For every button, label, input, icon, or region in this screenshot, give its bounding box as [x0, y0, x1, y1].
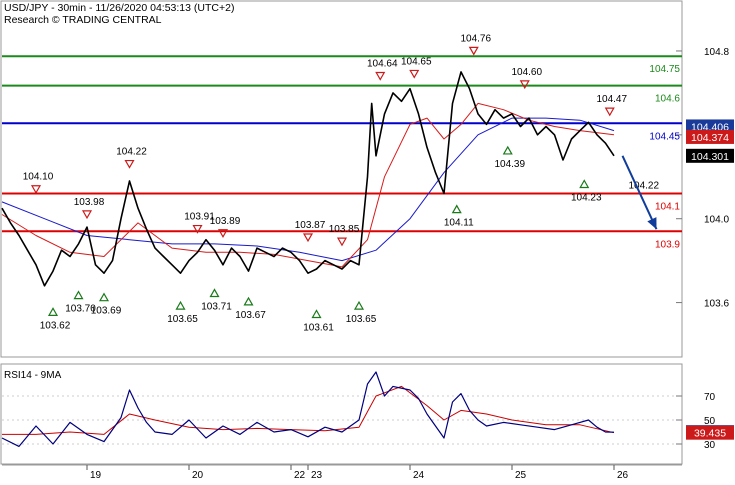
level-label: 104.75	[649, 64, 680, 75]
resistance-label: 104.22	[116, 147, 147, 158]
support-label: 104.39	[494, 159, 525, 170]
support-marker	[353, 300, 365, 310]
support-marker	[209, 288, 220, 298]
rsi-ytick-label: 70	[704, 392, 716, 403]
support-label: 103.62	[40, 320, 71, 331]
rsi-yaxis: 70 50 30	[676, 392, 716, 451]
rsi-line	[1, 371, 615, 447]
resistance-label: 104.47	[596, 94, 627, 105]
support-marker	[175, 300, 186, 310]
resistance-marker	[468, 46, 479, 56]
resistance-label: 104.64	[367, 59, 398, 70]
level-label: 104.6	[655, 94, 680, 105]
price-ytick-label: 103.6	[704, 299, 729, 310]
rsi-badge: 39.435	[694, 428, 726, 440]
support-marker	[502, 145, 513, 155]
support-marker	[243, 296, 254, 306]
price-ytick-label: 104.0	[704, 215, 729, 226]
resistance-marker	[217, 229, 229, 238]
support-label: 103.61	[303, 322, 334, 333]
resistance-label: 104.76	[460, 33, 491, 44]
source-label: Research © TRADING CENTRAL	[4, 14, 162, 26]
resistance-marker	[302, 233, 314, 243]
resistance-label: 103.89	[210, 216, 241, 227]
projection-label: 104.22	[628, 181, 659, 192]
support-label: 103.67	[235, 310, 266, 321]
resistance-label: 103.98	[74, 197, 105, 208]
resistance-marker	[519, 80, 530, 90]
x-tick-label: 24	[413, 470, 425, 480]
rsi-ytick-label: 50	[704, 416, 716, 427]
levels	[2, 55, 682, 233]
x-tick-label: 22	[294, 470, 306, 480]
support-marker	[579, 179, 590, 189]
resistance-marker	[81, 210, 93, 220]
support-marker	[47, 307, 59, 316]
resistance-label: 103.85	[329, 224, 360, 235]
rsi-panel: 70 50 30 39.873639.435 RSI14 - 9MA	[0, 363, 734, 465]
resistance-marker	[604, 107, 615, 117]
rsi-ygrid	[2, 395, 682, 445]
x-tick-label: 23	[311, 470, 323, 480]
resistance-marker	[375, 71, 386, 81]
support-marker	[98, 292, 110, 302]
level-label: 104.45	[649, 131, 680, 142]
x-tick-label: 26	[617, 470, 629, 480]
price-plot-frame	[0, 0, 683, 358]
price-ytick-label: 104.8	[704, 47, 729, 58]
projection	[621, 155, 658, 230]
x-tick-label: 20	[192, 470, 204, 480]
support-label: 103.69	[91, 306, 122, 317]
resistance-marker	[30, 185, 42, 194]
support-marker	[311, 309, 322, 319]
x-tick-label: 19	[90, 470, 102, 480]
projection-arrow-shaft	[621, 155, 658, 230]
rsi-lines	[1, 371, 615, 447]
resistance-marker	[409, 69, 420, 79]
support-marker	[451, 204, 462, 214]
x-axis: 19 20 22 23 24 25 26	[2, 464, 682, 481]
resistance-marker	[124, 159, 135, 169]
price-series-line	[1, 71, 615, 287]
rsi-title: RSI14 - 9MA	[4, 370, 62, 381]
price-badge-box	[686, 129, 734, 144]
resistance-label: 104.65	[401, 56, 432, 67]
support-label: 103.70	[65, 304, 96, 315]
rsi-ytick-label: 30	[704, 440, 716, 451]
level-label: 104.1	[655, 202, 680, 213]
price-line	[1, 71, 615, 287]
level-label: 103.9	[655, 239, 680, 250]
rsi-plot-frame	[0, 363, 683, 465]
level-labels: 104.75 104.6 104.45 104.1 103.9	[649, 64, 680, 250]
projection-arrow-head	[647, 217, 657, 230]
resistance-label: 104.10	[23, 172, 54, 183]
resistance-label: 104.60	[511, 67, 542, 78]
rsi-badges: 39.873639.435	[686, 425, 734, 440]
support-label: 104.11	[444, 218, 474, 229]
x-tick-label: 25	[515, 470, 527, 480]
support-marker	[73, 290, 84, 300]
support-label: 103.65	[346, 314, 377, 325]
chart-title: USD/JPY - 30min - 11/26/2020 04:53:13 (U…	[4, 2, 234, 14]
rsi-badge-box	[686, 425, 734, 440]
support-label: 103.71	[201, 302, 232, 313]
price-badge: 104.374	[691, 132, 729, 144]
support-label: 104.23	[571, 192, 602, 203]
resistance-label: 103.91	[184, 212, 215, 223]
price-badge: 104.301	[691, 151, 729, 163]
price-badge-box	[686, 148, 734, 163]
support-label: 103.65	[167, 314, 198, 325]
resistance-label: 103.87	[295, 220, 326, 231]
resistance-marker	[192, 224, 203, 234]
resistance-marker	[336, 237, 348, 247]
